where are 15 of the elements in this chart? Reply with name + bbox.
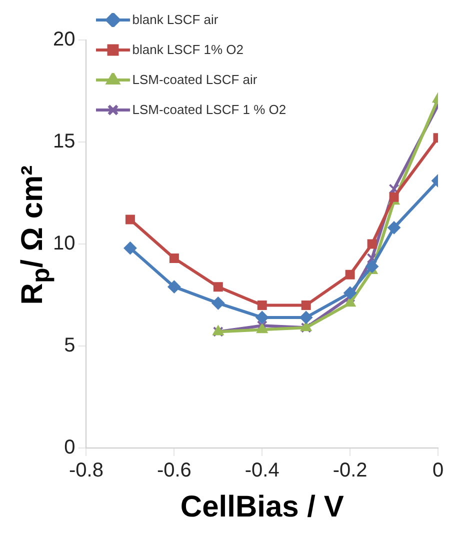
x-tick-label: -0.6: [156, 460, 192, 482]
x-axis-title: CellBias / V: [180, 490, 344, 524]
y-tick-label: 10: [52, 232, 76, 255]
legend-label: blank LSCF air: [132, 11, 218, 29]
legend-label: LSM-coated LSCF 1 % O2: [132, 101, 286, 119]
x-tick-label: -0.8: [69, 460, 104, 482]
x-tick-label: 0: [432, 460, 444, 482]
x-tick-label: -0.4: [244, 460, 280, 482]
y-tick-label: 0: [64, 436, 76, 459]
y-tick-label: 20: [52, 28, 76, 51]
x-tick-label: -0.2: [332, 460, 368, 482]
y-tick-label: 5: [64, 334, 76, 357]
legend-label: blank LSCF 1% O2: [132, 41, 244, 59]
legend-label: LSM-coated LSCF air: [132, 71, 258, 89]
y-tick-label: 15: [52, 130, 76, 153]
